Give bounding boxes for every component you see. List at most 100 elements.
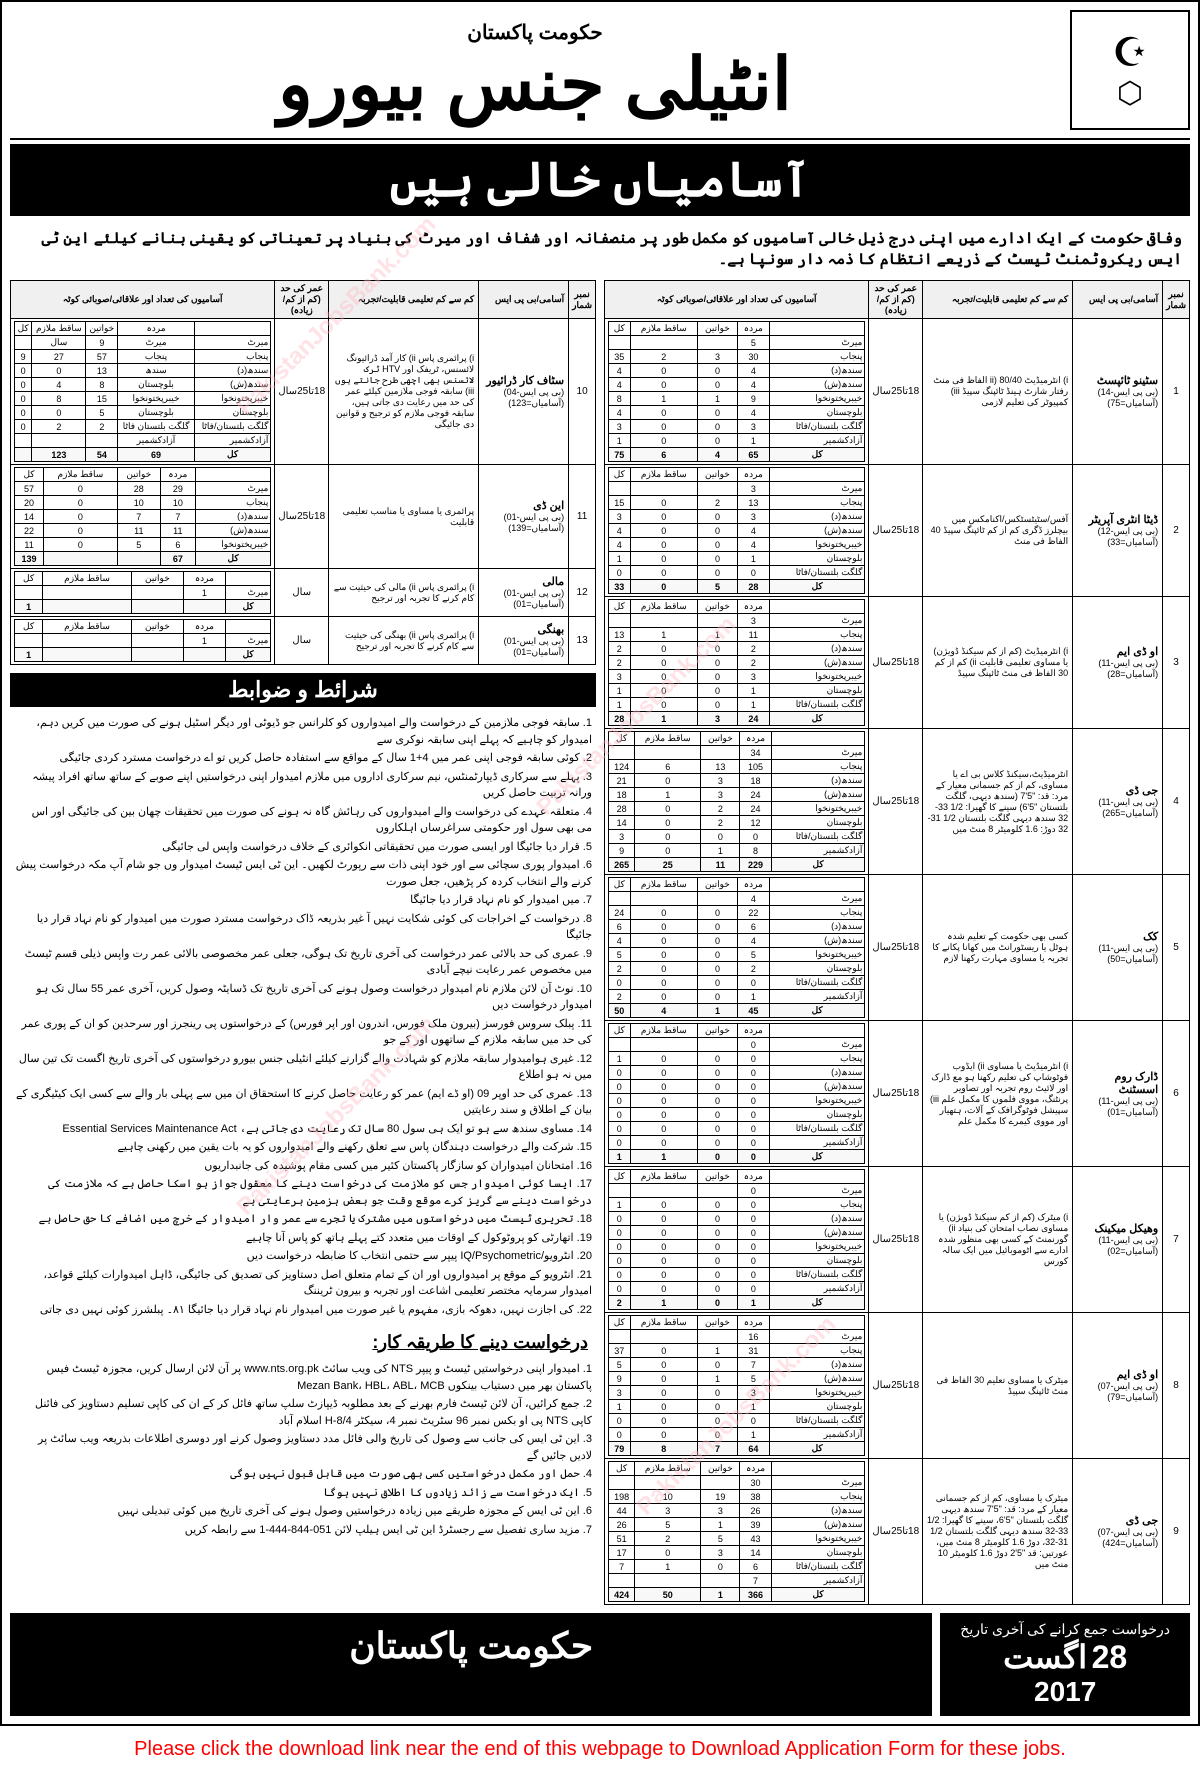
deadline-box: درخواست جمع کرانے کی آخری تاریخ 28 اگست …	[940, 1613, 1190, 1716]
condition-item: عمری کی حد بالائی عمر درخواست کی آخری تا…	[14, 946, 592, 979]
qual-cell: پرائمری یا مساوی یا مناسب تعلیمی قابلیت	[329, 465, 479, 569]
sr-cell: 11	[569, 465, 596, 569]
advertisement-page: PakistanJobsBank.com PakistanJobsBank.co…	[0, 0, 1200, 1726]
right-column: نمبر شمار آسامی/بی پی ایس کم سے کم تعلیم…	[604, 280, 1190, 1605]
sr-cell: 6	[1163, 1021, 1190, 1167]
quota-cell: مردہخواتینساقط ملازمکلمیرٹ16پنجاب311037س…	[605, 1313, 869, 1459]
condition-item: درخواست کے اخراجات کی کوئی شکایت نہیں آ …	[14, 911, 592, 944]
age-cell: 18تا25سال	[869, 319, 923, 465]
govt-footer: حکومت پاکستان	[10, 1613, 932, 1716]
apply-steps-list: امیدوار اپنی درخواستیں ٹیسٹ و پیپر NTS ک…	[10, 1357, 596, 1544]
job-row: 12 مالی (بی پی ایس-01) (آسامیاں=01) i) پ…	[11, 569, 596, 617]
age-cell: 18تا25سال	[869, 1021, 923, 1167]
intro-text: وفاقی حکومت کے ایک ادارے میں اپنی درج ذی…	[10, 224, 1190, 274]
apply-step-item: امیدوار اپنی درخواستیں ٹیسٹ و پیپر NTS ک…	[14, 1361, 592, 1394]
deadline-day: 28	[1092, 1639, 1128, 1675]
age-cell: 18تا25سال	[869, 465, 923, 597]
th-quota: آسامیوں کی تعداد اور علاقائی/صوبائی کوٹہ	[605, 281, 869, 319]
condition-item: اتھارٹی کو پروٹوکول کے اوقات میں متعدد ک…	[14, 1230, 592, 1247]
post-cell: سٹاف کار ڈرائیور (بی پی ایس-04) (آسامیاں…	[479, 319, 569, 465]
th-sr: نمبر شمار	[1163, 281, 1190, 319]
post-cell: او ڈی ایم (بی پی ایس-07) (آسامیاں=79)	[1073, 1313, 1163, 1459]
conditions-list: سابقہ فوجی ملازمین کے درخواست والے امیدو…	[10, 711, 596, 1324]
post-cell: ڈیٹا انٹری آپریٹر (بی پی ایس-12) (آسامیا…	[1073, 465, 1163, 597]
apply-step-item: این ٹی ایس کی جانب سے وصول کی تاریخ والی…	[14, 1431, 592, 1464]
condition-item: امیدوار پوری سچائی سے اور خود اپنی ذات س…	[14, 857, 592, 890]
condition-item: غیری ہوامیدوار سابقہ ملازم کو شہادت والے…	[14, 1051, 592, 1084]
th-qual: کم سے کم تعلیمی قابلیت/تجربہ	[923, 281, 1073, 319]
deadline-year: 2017	[960, 1676, 1170, 1708]
quota-cell: مردہخواتینساقط ملازمکلمیرٹ2928057پنجاب10…	[11, 465, 275, 569]
post-cell: وھیکل میکینک (بی پی ایس-11) (آسامیاں=02)	[1073, 1167, 1163, 1313]
sr-cell: 4	[1163, 729, 1190, 875]
quota-cell: مردہخواتینساقط ملازمکلمیرٹ30پنجاب3819101…	[605, 1459, 869, 1605]
post-cell: ڈارک روم اسسٹنٹ (بی پی ایس-11) (آسامیاں=…	[1073, 1021, 1163, 1167]
job-row: 8 او ڈی ایم (بی پی ایس-07) (آسامیاں=79) …	[605, 1313, 1190, 1459]
apply-step-item: جمع کرائیں، آن لائن ٹیسٹ فارم بھرنے کے ب…	[14, 1396, 592, 1429]
qual-cell: i) انٹرمیڈیٹ یا مساوی ii) ایڈوب فوٹوشاپ …	[923, 1021, 1073, 1167]
govt-label: حکومت پاکستان	[10, 20, 1060, 45]
content-columns: نمبر شمار آسامی/بی پی ایس کم سے کم تعلیم…	[10, 280, 1190, 1605]
condition-item: متعلقہ عہدے کی درخواست والے امیدواروں کی…	[14, 804, 592, 837]
sr-cell: 10	[569, 319, 596, 465]
qual-cell: آفس/سٹیٹسٹکس/اکنامکس میں بیچلرز ڈگری کم …	[923, 465, 1073, 597]
job-row: 9 جی ڈی (بی پی ایس-07) (آسامیاں=424) میٹ…	[605, 1459, 1190, 1605]
post-cell: جی ڈی (بی پی ایس-07) (آسامیاں=424)	[1073, 1459, 1163, 1605]
quota-cell: مردہخواتینساقط ملازمکلمیرٹ0پنجاب0001سندھ…	[605, 1167, 869, 1313]
post-cell: سٹینو ٹائپسٹ (بی پی ایس-14) (آسامیاں=75)	[1073, 319, 1163, 465]
qual-cell: میٹرک یا مساوی، کم از کم جسمانی معیار کے…	[923, 1459, 1073, 1605]
header-text: حکومت پاکستان انٹیلی جنس بیورو	[10, 20, 1060, 121]
th-post: آسامی/بی پی ایس	[479, 281, 569, 319]
age-cell: سال	[275, 569, 329, 617]
download-notice: Please click the download link near the …	[0, 1726, 1200, 1773]
condition-item: کی اجازت نہیں، دھوکہ بازی، مفہوم یا غیر …	[14, 1302, 592, 1319]
qual-cell: i) انٹرمیڈیٹ (کم از کم سیکنڈ ڈویژن) یا م…	[923, 597, 1073, 729]
vacancy-banner: آسامیاں خالی ہیں	[10, 144, 1190, 216]
qual-cell: i) انٹرمیڈیٹ ii) 80/40 الفاظ فی منٹ رفتا…	[923, 319, 1073, 465]
condition-item: پہلے سے سرکاری ڈیپارٹمنٹس، نیم سرکاری اد…	[14, 769, 592, 802]
job-row: 5 کک (بی پی ایس-11) (آسامیاں=50) کسی بھی…	[605, 875, 1190, 1021]
apply-step-item: حمل اور مکمل درخواستیں کسی بھی صورت میں …	[14, 1466, 592, 1483]
condition-item: امتحانان امیدواران کو سازگار پاکستان کئی…	[14, 1158, 592, 1175]
condition-item: قرار دیا جائیگا اور ایسی صورت میں تحقیقا…	[14, 839, 592, 856]
sr-cell: 3	[1163, 597, 1190, 729]
deadline-month: اگست	[1003, 1639, 1087, 1675]
age-cell: 18تا25سال	[869, 875, 923, 1021]
age-cell: 18تا25سال	[275, 465, 329, 569]
post-cell: جی ڈی (بی پی ایس-11) (آسامیاں=265)	[1073, 729, 1163, 875]
qual-cell: i) پرائمری پاس ii) مالی کی حیثیت سے کام …	[329, 569, 479, 617]
apply-header: درخواست دینے کا طریقہ کار:	[10, 1332, 596, 1353]
age-cell: 18تا25سال	[869, 1167, 923, 1313]
th-sr: نمبر شمار	[569, 281, 596, 319]
sr-cell: 9	[1163, 1459, 1190, 1605]
quota-cell: مردہخواتینساقط ملازمکلمیرٹ1کل1	[11, 617, 275, 665]
post-cell: این ڈی (بی پی ایس-01) (آسامیاں=139)	[479, 465, 569, 569]
jobs-table-left: نمبر شمار آسامی/بی پی ایس کم سے کم تعلیم…	[10, 280, 596, 665]
age-cell: 18تا25سال	[869, 729, 923, 875]
main-title: انٹیلی جنس بیورو	[10, 49, 1060, 121]
header: حکومت پاکستان انٹیلی جنس بیورو ☪ ⬡	[10, 10, 1190, 140]
th-qual: کم سے کم تعلیمی قابلیت/تجربہ	[329, 281, 479, 319]
footer: حکومت پاکستان درخواست جمع کرانے کی آخری …	[10, 1613, 1190, 1716]
job-row: 2 ڈیٹا انٹری آپریٹر (بی پی ایس-12) (آسام…	[605, 465, 1190, 597]
job-row: 13 بھنگی (بی پی ایس-01) (آسامیاں=01) i) …	[11, 617, 596, 665]
sr-cell: 12	[569, 569, 596, 617]
quota-cell: مردہخواتینساقط ملازمکلمیرٹ5پنجاب303235سن…	[605, 319, 869, 465]
sr-cell: 7	[1163, 1167, 1190, 1313]
condition-item: شرکت والے درخواست دہندگان پاس سے تعلق رک…	[14, 1139, 592, 1156]
condition-item: نوٹ آن لائن ملازم نام امیدوار درخواست وص…	[14, 981, 592, 1014]
pakistan-emblem: ☪ ⬡	[1070, 10, 1190, 130]
condition-item: ایسا کوئی امیدوار جس کو ملازمت کی درخواس…	[14, 1176, 592, 1209]
quota-cell: مردہخواتینساقط ملازمکلمیرٹ34پنجاب1051361…	[605, 729, 869, 875]
sr-cell: 1	[1163, 319, 1190, 465]
job-row: 4 جی ڈی (بی پی ایس-11) (آسامیاں=265) انٹ…	[605, 729, 1190, 875]
sr-cell: 2	[1163, 465, 1190, 597]
qual-cell: i) پرائمری پاس ii) کار آمد ڈرائیونگ لائس…	[329, 319, 479, 465]
job-row: 11 این ڈی (بی پی ایس-01) (آسامیاں=139) پ…	[11, 465, 596, 569]
left-column: نمبر شمار آسامی/بی پی ایس کم سے کم تعلیم…	[10, 280, 596, 1605]
condition-item: انٹرویو کے موقع پر امیدواروں اور ان کے ت…	[14, 1267, 592, 1300]
job-row: 10 سٹاف کار ڈرائیور (بی پی ایس-04) (آسام…	[11, 319, 596, 465]
conditions-header: شرائط و ضوابط	[10, 673, 596, 707]
condition-item: پبلک سروس فورسز (بیرون ملک فورس، اندرون …	[14, 1016, 592, 1049]
job-row: 1 سٹینو ٹائپسٹ (بی پی ایس-14) (آسامیاں=7…	[605, 319, 1190, 465]
